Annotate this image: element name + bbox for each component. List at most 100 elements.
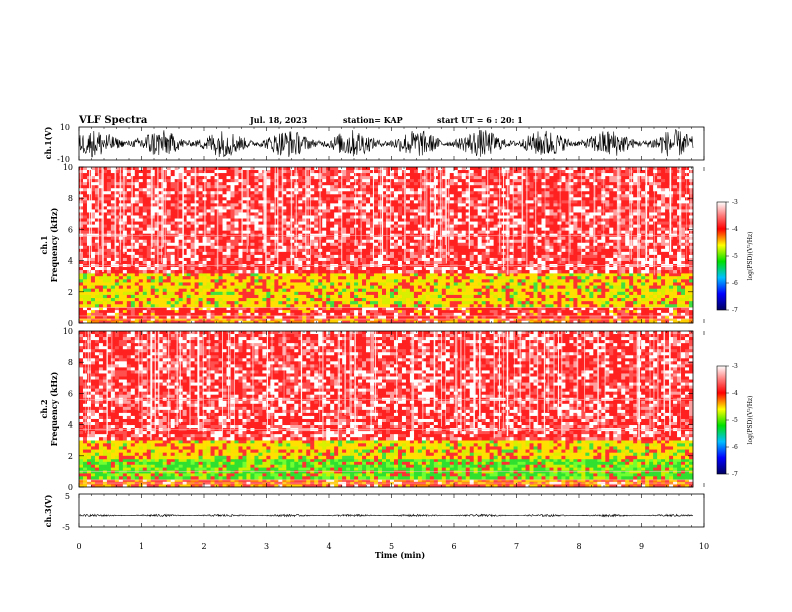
spectrogram-cell	[126, 251, 132, 256]
spectrogram-cell	[421, 294, 427, 299]
spectrogram-cell	[613, 273, 618, 277]
spectrogram-cell	[186, 230, 191, 234]
spectrogram-cell	[573, 294, 578, 299]
spectrogram-cell	[186, 291, 191, 296]
spectrogram-cell	[138, 191, 144, 195]
spectrogram-cell	[270, 212, 275, 216]
spectrogram-cell	[286, 312, 291, 316]
spectrogram-cell	[306, 285, 311, 289]
spectrogram-cell	[178, 288, 183, 293]
spectrogram-cell	[146, 291, 152, 296]
spectrogram-cell	[477, 273, 482, 277]
spectrogram-cell	[182, 257, 187, 262]
spectrogram-cell	[194, 236, 199, 241]
spectrogram-cell	[278, 176, 283, 180]
spectrogram-cell	[210, 224, 215, 228]
spectrogram-cell	[342, 320, 347, 324]
spectrogram-cell	[681, 279, 686, 283]
spectrogram-cell	[186, 167, 191, 171]
spectrogram-cell	[158, 318, 164, 321]
spectrogram-cell	[182, 236, 187, 241]
spectrogram-cell	[90, 182, 96, 186]
spectrogram-cell	[366, 279, 371, 283]
spectrogram-cell	[130, 270, 136, 274]
spectrogram-cell	[158, 276, 164, 280]
spectrogram-cell	[617, 304, 622, 308]
spectrogram-cell	[382, 285, 387, 289]
spectrogram-cell	[126, 312, 132, 316]
spectrogram-cell	[350, 310, 355, 314]
spectrogram-cell	[677, 291, 682, 296]
spectrogram-cell	[358, 285, 363, 289]
spectrogram-cell	[178, 236, 183, 241]
spectrogram-cell	[142, 285, 148, 289]
spectrogram-cell	[425, 288, 431, 293]
spectrogram-cell	[198, 298, 203, 302]
spectrogram-cell	[218, 209, 223, 213]
spectrogram-cell	[246, 298, 251, 302]
spectrogram-cell	[238, 318, 243, 321]
spectrogram-cell	[378, 291, 383, 296]
spectrogram-cell	[681, 304, 686, 308]
spectrogram-cell	[122, 301, 128, 305]
spectrogram-cell	[198, 212, 203, 216]
spectrogram-cell	[382, 320, 387, 324]
spectrogram-cell	[238, 245, 243, 250]
spectrogram-cell	[242, 318, 247, 321]
spectrogram-cell	[449, 282, 455, 286]
spectrogram-cell	[210, 200, 215, 204]
spectrogram-cell	[366, 291, 371, 296]
spectrogram-cell	[166, 310, 171, 314]
spectrogram-cell	[258, 263, 263, 268]
spectrogram-cell	[673, 307, 678, 311]
spectrogram-cell	[533, 304, 538, 308]
spectrogram-cell	[114, 267, 120, 271]
spectrogram-cell	[629, 276, 634, 280]
spectrogram-cell	[653, 279, 658, 283]
spectrogram-cell	[354, 273, 359, 277]
spectrogram-cell	[565, 282, 570, 286]
spectrogram-cell	[82, 236, 88, 241]
spectrogram-cell	[370, 307, 375, 311]
spectrogram-cell	[94, 254, 100, 259]
spectrogram-cell	[98, 254, 104, 259]
spectrogram-cell	[581, 304, 586, 308]
spectrogram-cell	[110, 263, 116, 268]
spectrogram-cell	[617, 279, 622, 283]
spectrogram-cell	[525, 310, 530, 314]
spectrogram-cell	[222, 310, 227, 314]
spectrogram-cell	[79, 257, 84, 262]
spectrogram-cell	[397, 318, 403, 321]
spectrogram-cell	[314, 245, 319, 250]
spectrogram-cell	[230, 167, 235, 171]
spectrogram-cell	[326, 260, 331, 265]
spectrogram-cell	[621, 294, 626, 299]
spectrogram-cell	[290, 197, 295, 201]
spectrogram-cell	[170, 245, 175, 250]
spectrogram-cell	[122, 209, 128, 213]
spectrogram-cell	[98, 242, 104, 247]
spectrogram-cell	[302, 318, 307, 321]
spectrogram-cell	[286, 257, 291, 262]
spectrogram-cell	[421, 315, 427, 319]
spectrogram-cell	[302, 273, 307, 277]
spectrogram-cell	[238, 291, 243, 296]
spectrogram-cell	[238, 288, 243, 293]
spectrogram-cell	[198, 248, 203, 253]
spectrogram-cell	[386, 291, 391, 296]
spectrogram-cell	[254, 197, 259, 201]
spectrogram-cell	[194, 270, 199, 274]
spectrogram-cell	[250, 294, 255, 299]
spectrogram-cell	[126, 209, 132, 213]
spectrogram-cell	[673, 273, 678, 277]
spectrogram-cell	[79, 248, 84, 253]
spectrogram-cell	[413, 282, 419, 286]
spectrogram-cell	[194, 320, 199, 324]
spectrogram-cell	[294, 304, 299, 308]
spectrogram-cell	[158, 245, 164, 250]
spectrogram-cell	[126, 248, 132, 253]
spectrogram-cell	[122, 185, 128, 189]
spectrogram-cell	[449, 312, 455, 316]
spectrogram-cell	[445, 291, 451, 296]
spectrogram-cell	[182, 176, 187, 180]
